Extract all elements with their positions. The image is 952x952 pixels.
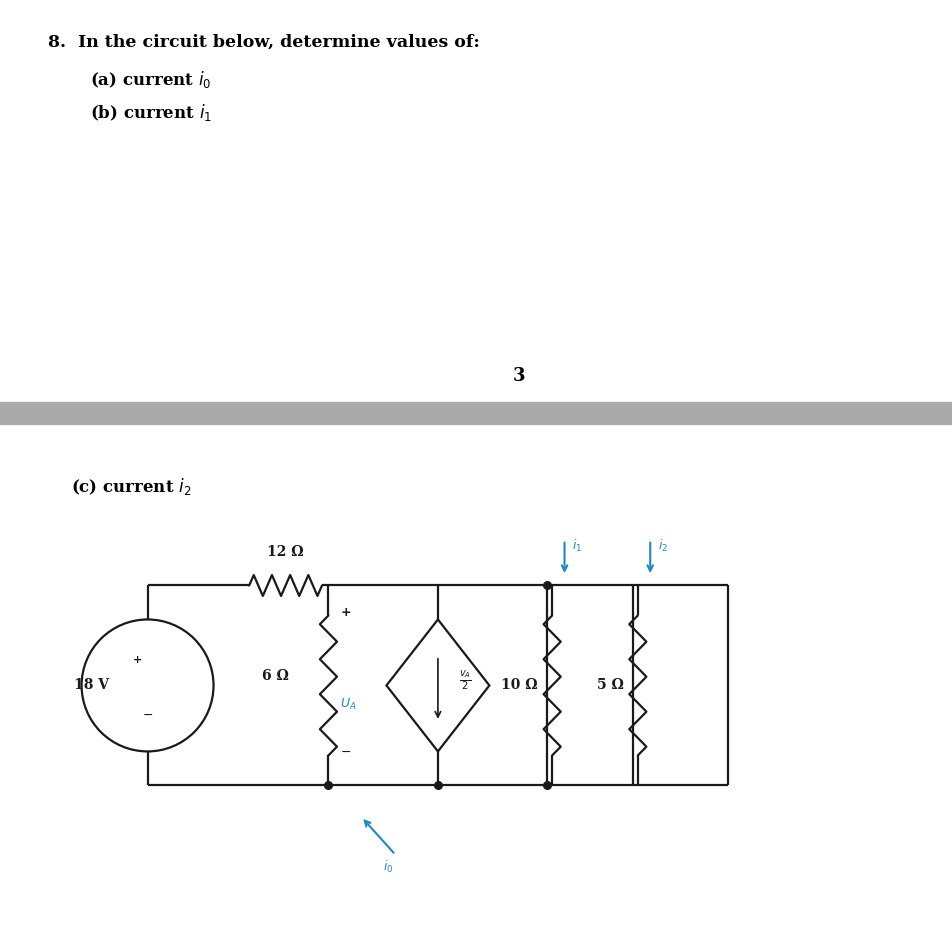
Text: 18 V: 18 V <box>74 679 109 692</box>
Text: $i_0$: $i_0$ <box>383 859 394 875</box>
Text: 12 Ω: 12 Ω <box>268 545 304 559</box>
Text: (a) current $i_0$: (a) current $i_0$ <box>90 69 212 89</box>
Text: 8.  In the circuit below, determine values of:: 8. In the circuit below, determine value… <box>48 33 480 50</box>
Text: 3: 3 <box>512 367 526 385</box>
Text: −: − <box>142 708 153 722</box>
Text: 5 Ω: 5 Ω <box>597 679 624 692</box>
Text: 10 Ω: 10 Ω <box>502 679 538 692</box>
Text: $i_2$: $i_2$ <box>658 538 668 554</box>
Text: (b) current $i_1$: (b) current $i_1$ <box>90 102 212 123</box>
Bar <box>0 402 952 424</box>
Text: +: + <box>133 655 142 665</box>
Text: +: + <box>341 605 351 619</box>
Text: (c) current $i_2$: (c) current $i_2$ <box>71 476 191 497</box>
Text: $U_A$: $U_A$ <box>340 697 356 712</box>
Text: −: − <box>341 745 351 759</box>
Text: $\frac{v_A}{2}$: $\frac{v_A}{2}$ <box>459 669 471 692</box>
Text: $i_1$: $i_1$ <box>572 538 583 554</box>
Text: 6 Ω: 6 Ω <box>262 669 288 683</box>
